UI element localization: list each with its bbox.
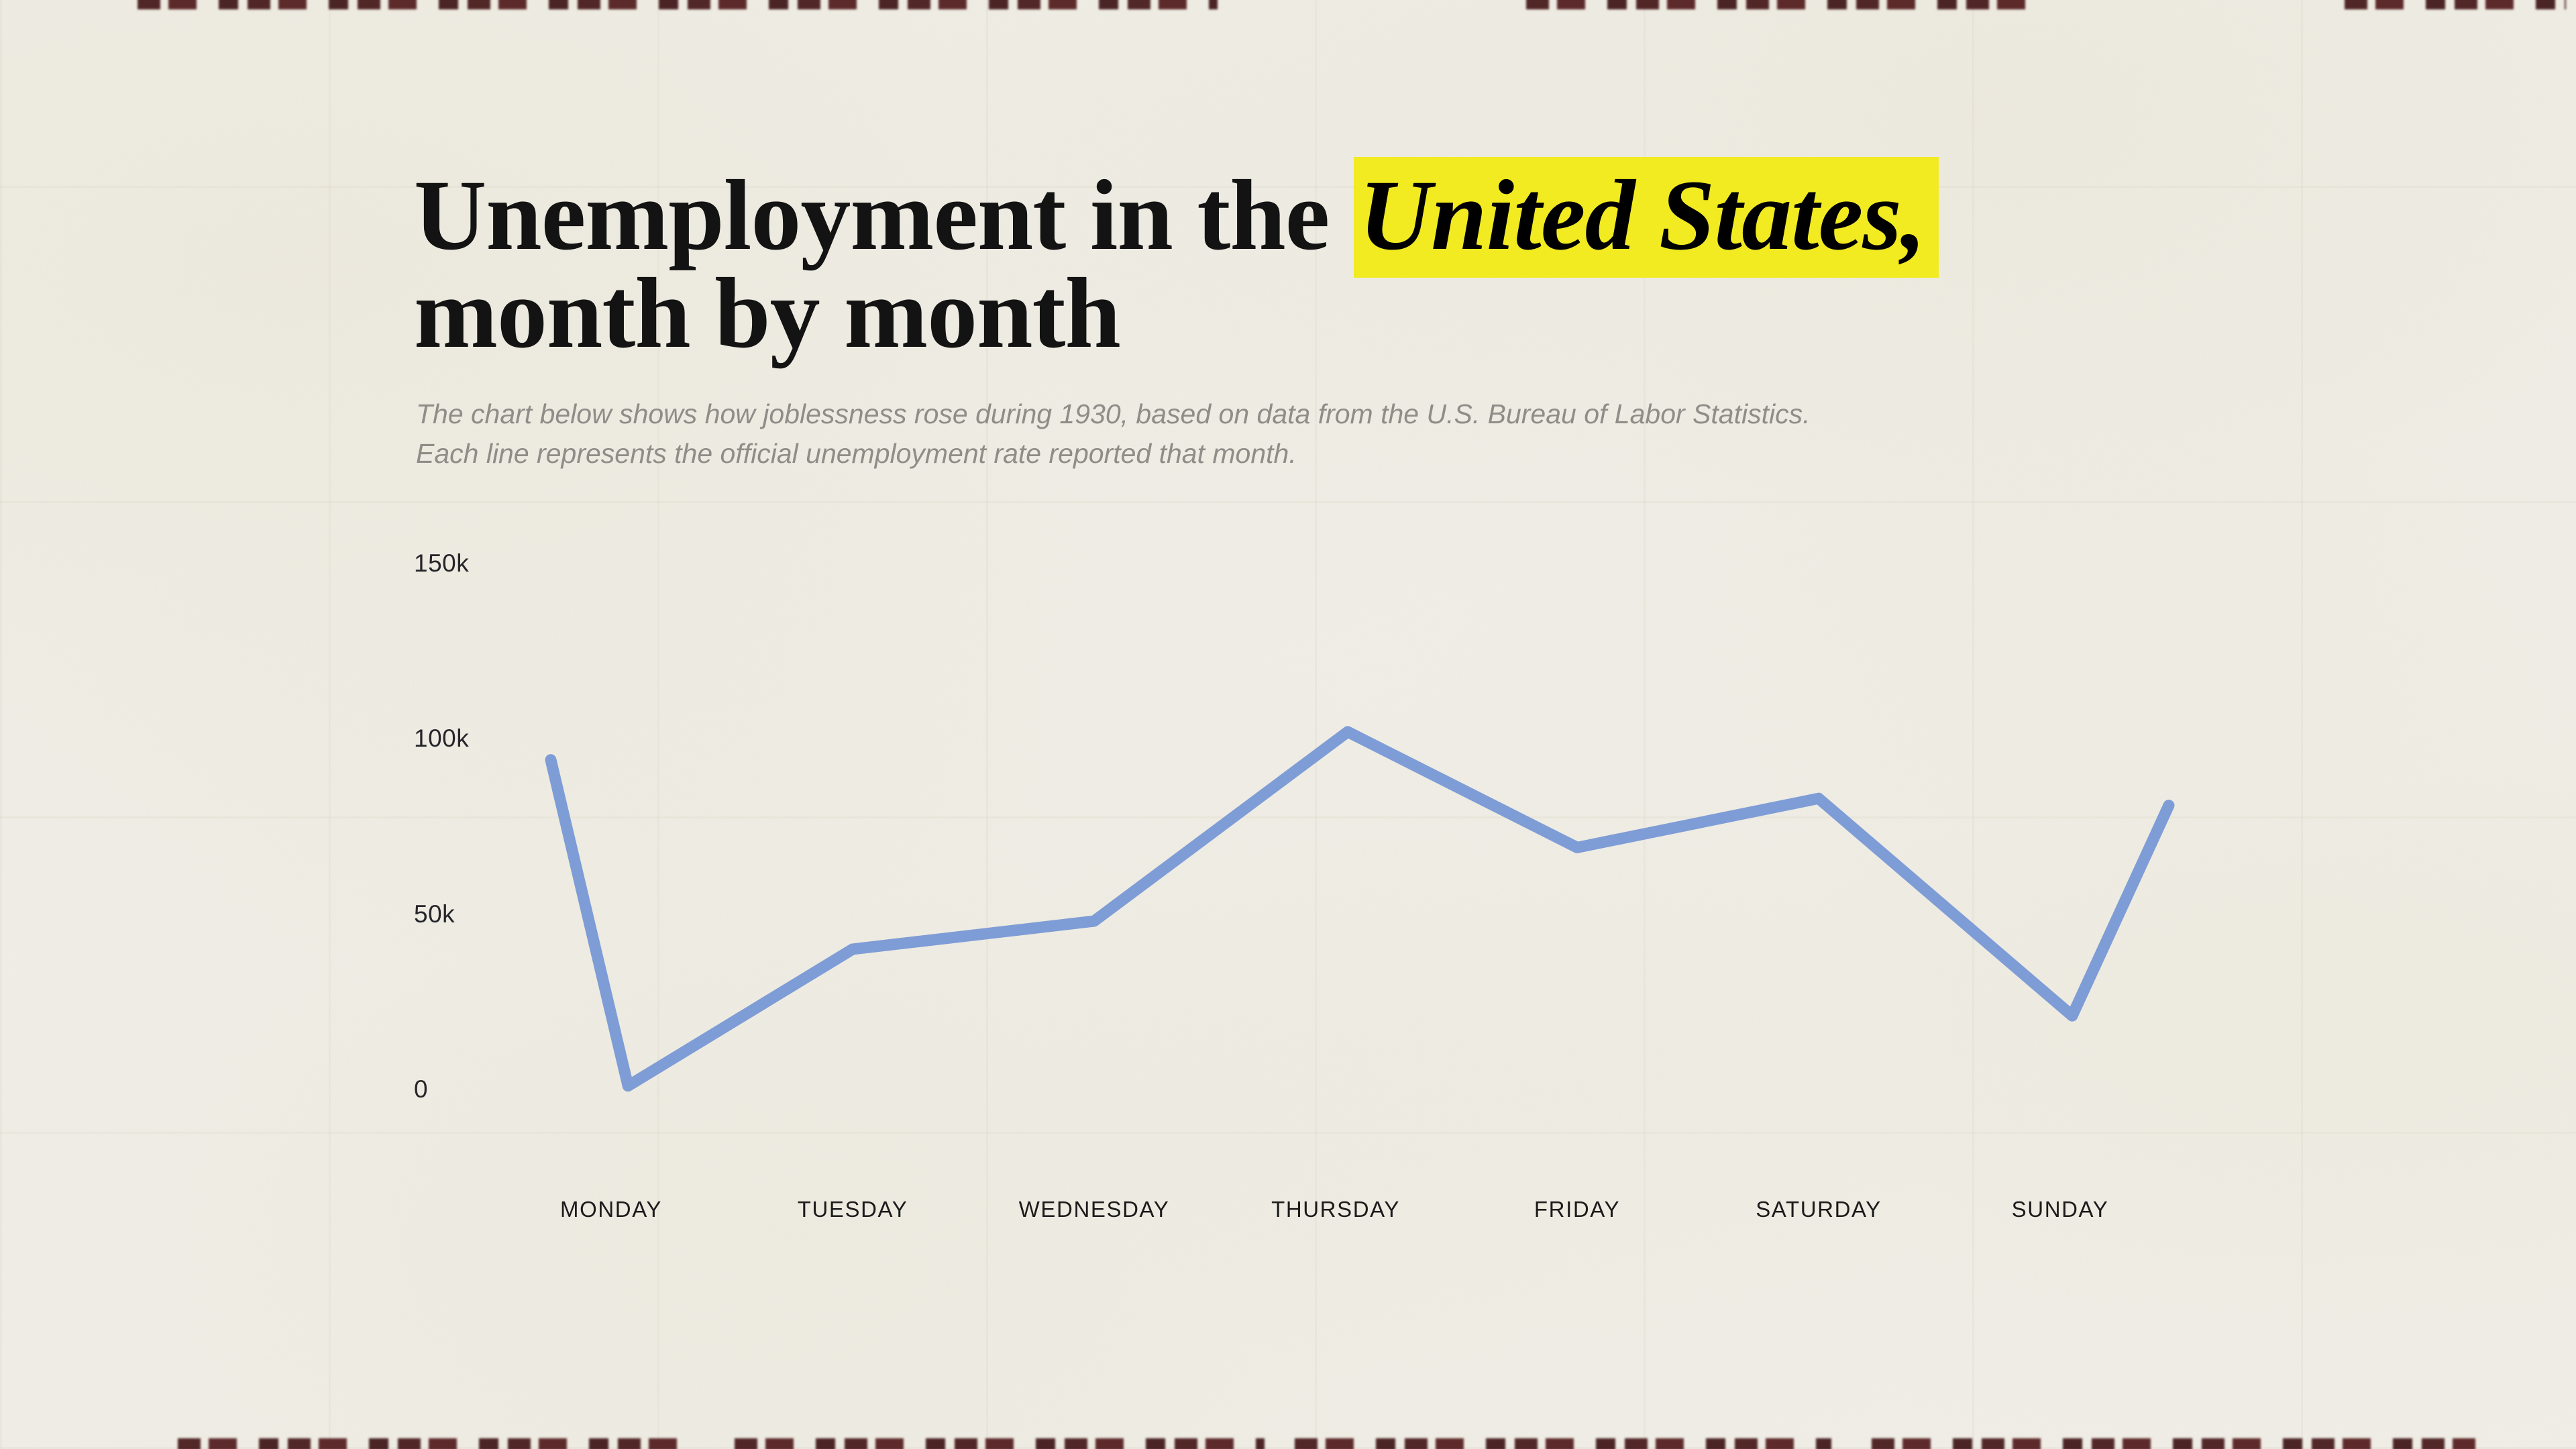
bottom-edge-print-artifact [178, 1438, 694, 1449]
bottom-edge-print-artifact [735, 1438, 1265, 1449]
data-line [545, 726, 2175, 1092]
subtitle-line-1: The chart below shows how joblessness ro… [416, 398, 1811, 429]
bottom-edge-print-artifact [1295, 1438, 1831, 1449]
y-axis-tick-label: 50k [414, 900, 455, 928]
x-axis-tick-label: FRIDAY [1534, 1197, 1621, 1222]
bottom-edge-print-artifact [1872, 1438, 2475, 1449]
page-title: Unemployment in the United States, month … [414, 157, 1939, 364]
top-edge-print-artifact [2345, 0, 2566, 9]
title-text-prefix: Unemployment in the [414, 160, 1354, 271]
y-axis-tick-label: 150k [414, 549, 470, 577]
x-axis-tick-label: MONDAY [560, 1197, 662, 1222]
y-axis-tick-label: 100k [414, 724, 470, 753]
title-highlight: United States, [1353, 157, 1939, 278]
x-axis-tick-label: THURSDAY [1271, 1197, 1400, 1222]
top-edge-print-artifact [1526, 0, 2036, 9]
y-axis-tick-label: 0 [414, 1075, 429, 1103]
chart-subtitle: The chart below shows how joblessness ro… [416, 394, 1811, 474]
subtitle-line-2: Each line represents the official unempl… [416, 438, 1297, 469]
title-text-suffix: month by month [414, 258, 1121, 369]
x-axis-tick-label: SUNDAY [2011, 1197, 2109, 1222]
x-axis-tick-label: SATURDAY [1756, 1197, 1882, 1222]
x-axis-tick-label: TUESDAY [797, 1197, 908, 1222]
x-axis-tick-label: WEDNESDAY [1018, 1197, 1170, 1222]
top-edge-print-artifact [138, 0, 1218, 9]
